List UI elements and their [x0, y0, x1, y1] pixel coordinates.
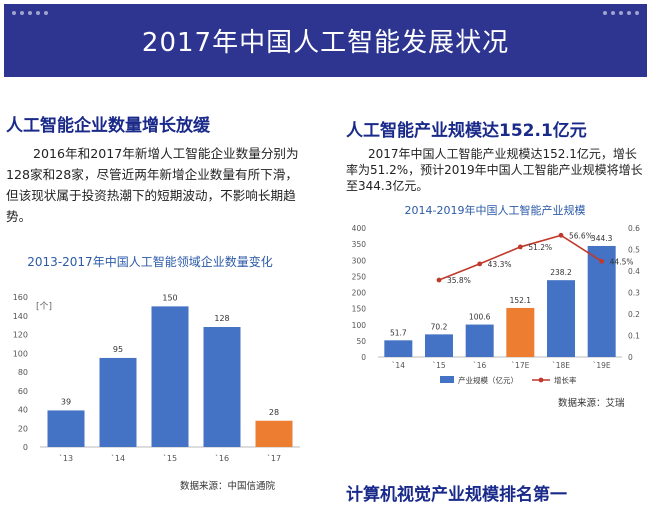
- x-tick-label: `15: [163, 453, 177, 463]
- bar-value-label: 39: [61, 397, 71, 406]
- x-tick-label: `15: [432, 361, 446, 370]
- bar: [384, 340, 413, 357]
- right-section-heading: 人工智能产业规模达152.1亿元: [346, 121, 587, 141]
- legend-bar-swatch: [440, 376, 454, 383]
- chart-title: 2013-2017年中国人工智能领域企业数量变化: [27, 254, 272, 269]
- decorative-dots: [12, 11, 48, 15]
- decorative-dots: [603, 11, 639, 15]
- right-chart-source: 数据来源：艾瑞: [558, 398, 625, 409]
- y-tick-label: 150: [352, 305, 367, 314]
- y-tick-label: 160: [13, 293, 28, 302]
- y-tick-label: 350: [352, 240, 367, 249]
- bar: [255, 420, 293, 447]
- x-tick-label: `17E: [511, 361, 529, 370]
- bar-value-label: 28: [269, 408, 279, 417]
- y-tick-label: 0: [361, 353, 366, 362]
- bar-value-label: 152.1: [510, 296, 532, 305]
- legend-line-marker: [538, 377, 544, 383]
- left-chart-source: 数据来源：中国信通院: [180, 481, 276, 492]
- y-tick-label: 300: [352, 256, 367, 265]
- y-tick-label: 80: [18, 368, 28, 377]
- bar: [587, 245, 616, 357]
- y2-tick-label: 0.1: [628, 332, 640, 341]
- y2-tick-label: 0.3: [628, 289, 640, 298]
- bottom-section-heading: 计算机视觉产业规模排名第一: [346, 485, 567, 505]
- y2-tick-label: 0.5: [628, 246, 640, 255]
- left-section-heading: 人工智能企业数量增长放缓: [6, 116, 210, 136]
- x-tick-label: `16: [215, 453, 229, 463]
- right-section-paragraph: 2017年中国人工智能产业规模达152.1亿元，增长率为51.2%，预计2019…: [346, 147, 643, 193]
- bar-value-label: 238.2: [550, 268, 572, 277]
- bar-value-label: 51.7: [390, 328, 407, 337]
- growth-rate-label: 35.8%: [447, 276, 471, 285]
- bar: [506, 307, 535, 357]
- x-tick-label: `18E: [552, 361, 570, 370]
- y-tick-label: 400: [352, 224, 367, 233]
- y-tick-label: 100: [13, 349, 28, 358]
- x-tick-label: `14: [111, 453, 125, 463]
- y-tick-label: 0: [23, 443, 28, 452]
- bar: [425, 334, 453, 357]
- x-tick-label: `13: [59, 453, 73, 463]
- y-axis-unit-label: [个]: [36, 301, 52, 312]
- industry-scale-combo-chart: 2014-2019年中国人工智能产业规模 0 50 100 150 200 250 300 35…: [352, 203, 640, 385]
- left-section-paragraph: 2016年和2017年新增人工智能企业数量分别为128家和28家，尽管近两年新增…: [6, 146, 299, 224]
- growth-rate-label: 51.2%: [528, 243, 552, 252]
- y-tick-label: 120: [13, 331, 28, 340]
- page-title: 2017年中国人工智能发展状况: [141, 28, 510, 58]
- bar: [47, 410, 85, 447]
- bar-value-label: 128: [214, 314, 229, 323]
- title-banner: 2017年中国人工智能发展状况: [4, 4, 647, 77]
- legend-line-label: 增长率: [554, 375, 577, 385]
- bar-value-label: 344.3: [591, 234, 613, 243]
- y-tick-label: 40: [18, 406, 28, 415]
- growth-rate-line: [438, 234, 603, 281]
- bar: [203, 327, 241, 447]
- y-tick-label: 50: [356, 337, 366, 346]
- y-tick-label: 140: [13, 312, 28, 321]
- bar: [547, 280, 575, 357]
- growth-rate-label: 44.5%: [610, 257, 634, 266]
- y2-tick-label: 0: [628, 353, 633, 362]
- bar: [465, 324, 494, 357]
- bar-value-label: 95: [113, 345, 123, 354]
- growth-rate-point: [599, 258, 605, 264]
- y2-tick-label: 0.6: [628, 224, 640, 233]
- growth-rate-point: [477, 261, 483, 267]
- x-tick-label: `17: [267, 453, 281, 463]
- growth-rate-point: [517, 244, 523, 250]
- x-tick-label: `19E: [593, 361, 611, 370]
- bar-value-label: 70.2: [431, 322, 448, 331]
- y-tick-label: 100: [352, 321, 367, 330]
- x-tick-label: `14: [392, 361, 406, 370]
- y-tick-label: 20: [18, 424, 28, 433]
- bar-value-label: 150: [162, 293, 177, 302]
- y2-tick-label: 0.4: [628, 267, 640, 276]
- legend-bar-label: 产业规模（亿元）: [458, 375, 518, 385]
- enterprise-count-bar-chart: 2013-2017年中国人工智能领域企业数量变化 [个] 0 20 40 60 80 100 1…: [13, 254, 300, 463]
- bar: [99, 357, 137, 447]
- bar: [151, 306, 189, 447]
- growth-rate-label: 56.6%: [569, 231, 593, 240]
- y2-tick-label: 0.2: [628, 310, 640, 319]
- y-tick-label: 250: [352, 272, 367, 281]
- growth-rate-point: [558, 232, 564, 238]
- y-tick-label: 60: [18, 387, 28, 396]
- y-tick-label: 200: [352, 289, 367, 298]
- bar-value-label: 100.6: [469, 313, 491, 322]
- growth-rate-point: [436, 277, 442, 283]
- chart-title: 2014-2019年中国人工智能产业规模: [405, 203, 586, 217]
- x-tick-label: `16: [473, 361, 487, 370]
- growth-rate-label: 43.3%: [488, 260, 512, 269]
